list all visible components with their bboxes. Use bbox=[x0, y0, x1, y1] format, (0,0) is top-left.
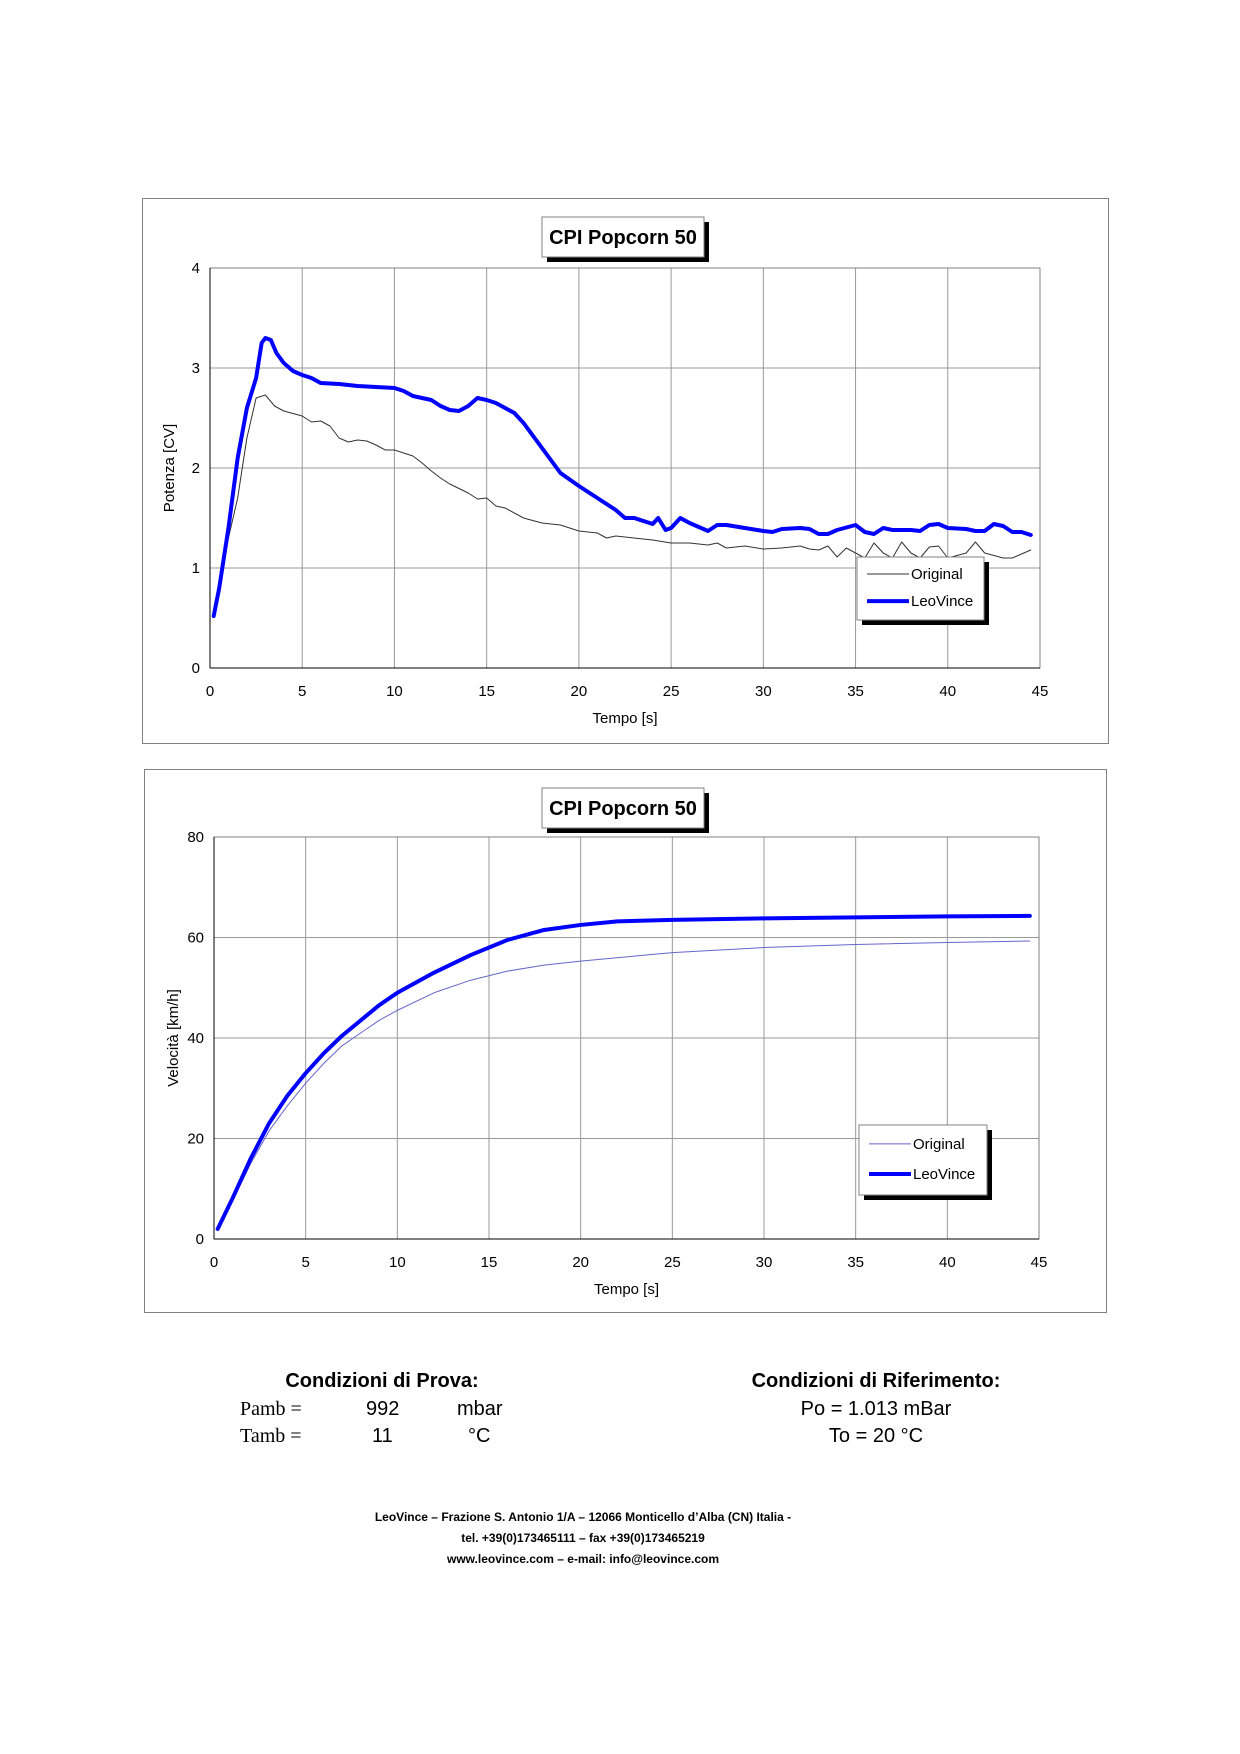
y-tick-label: 0 bbox=[196, 1231, 204, 1248]
pamb-value: 992 bbox=[366, 1398, 400, 1420]
x-tick-label: 15 bbox=[481, 1254, 498, 1271]
y-axis-label: Potenza [CV] bbox=[161, 424, 178, 512]
reference-temperature: To = 20 °C bbox=[828, 1425, 924, 1447]
y-tick-label: 2 bbox=[192, 460, 200, 477]
y-tick-label: 3 bbox=[192, 360, 200, 377]
x-tick-label: 45 bbox=[1031, 1254, 1048, 1271]
pamb-unit: mbar bbox=[457, 1398, 503, 1420]
legend-label: Original bbox=[913, 1136, 965, 1153]
footer-address: LeoVince – Frazione S. Antonio 1/A – 120… bbox=[374, 1510, 792, 1524]
power-chart: 0 5 10 15 20 25 30 35 40 45 0 1 2 3 4 Tempo [s] Potenza … bbox=[142, 198, 1109, 744]
x-tick-label: 0 bbox=[210, 1254, 218, 1271]
series-line-leovince bbox=[215, 913, 1032, 1231]
footer-phone: tel. +39(0)173465111 – fax +39(0)1734652… bbox=[461, 1531, 705, 1545]
x-tick-label: 25 bbox=[663, 683, 680, 700]
y-tick-label: 60 bbox=[187, 930, 204, 947]
y-tick-label: 0 bbox=[192, 660, 200, 677]
y-axis-label: Velocità [km/h] bbox=[165, 989, 182, 1087]
x-tick-label: 30 bbox=[756, 1254, 773, 1271]
series-line-leovince bbox=[211, 336, 1033, 618]
chart-frame bbox=[144, 769, 1107, 1313]
series-line-original bbox=[217, 940, 1031, 1230]
speed-chart: 0 5 10 15 20 25 30 35 40 45 0 20 40 60 80 Tempo [s] Velo… bbox=[144, 769, 1107, 1313]
x-tick-label: 35 bbox=[847, 1254, 864, 1271]
y-tick-label: 80 bbox=[187, 829, 204, 846]
x-tick-label: 40 bbox=[939, 683, 956, 700]
x-tick-label: 25 bbox=[664, 1254, 681, 1271]
x-tick-label: 20 bbox=[572, 1254, 589, 1271]
chart-title: CPI Popcorn 50 bbox=[549, 227, 697, 249]
tamb-unit: °C bbox=[468, 1425, 491, 1447]
footer-web: www.leovince.com – e-mail: info@leovince… bbox=[447, 1552, 719, 1566]
legend-label: Original bbox=[911, 566, 963, 583]
x-tick-label: 10 bbox=[386, 683, 403, 700]
legend-label: LeoVince bbox=[911, 593, 973, 610]
title-box bbox=[541, 787, 705, 829]
x-axis-label: Tempo [s] bbox=[592, 710, 657, 727]
x-tick-label: 5 bbox=[298, 683, 306, 700]
legend bbox=[856, 556, 985, 621]
test-conditions-title: Condizioni di Prova: bbox=[285, 1370, 479, 1392]
pamb-label: Pamb = bbox=[240, 1398, 302, 1420]
tamb-label: Tamb = bbox=[240, 1425, 302, 1447]
x-tick-label: 20 bbox=[571, 683, 588, 700]
legend bbox=[858, 1124, 988, 1196]
tamb-value: 11 bbox=[372, 1425, 393, 1447]
x-tick-label: 10 bbox=[389, 1254, 406, 1271]
series-line-original bbox=[213, 394, 1032, 617]
x-tick-label: 0 bbox=[206, 683, 214, 700]
y-tick-label: 40 bbox=[187, 1030, 204, 1047]
x-tick-label: 30 bbox=[755, 683, 772, 700]
y-tick-label: 20 bbox=[187, 1131, 204, 1148]
x-tick-label: 5 bbox=[301, 1254, 309, 1271]
title-box bbox=[541, 216, 705, 258]
reference-conditions-title: Condizioni di Riferimento: bbox=[751, 1370, 1001, 1392]
x-tick-label: 40 bbox=[939, 1254, 956, 1271]
x-tick-label: 45 bbox=[1032, 683, 1049, 700]
reference-pressure: Po = 1.013 mBar bbox=[800, 1398, 952, 1420]
chart-title: CPI Popcorn 50 bbox=[549, 798, 697, 820]
y-tick-label: 1 bbox=[192, 560, 200, 577]
x-axis-label: Tempo [s] bbox=[594, 1281, 659, 1298]
y-tick-label: 4 bbox=[192, 260, 200, 277]
chart-frame bbox=[142, 198, 1109, 744]
x-tick-label: 35 bbox=[847, 683, 864, 700]
x-tick-label: 15 bbox=[478, 683, 495, 700]
legend-label: LeoVince bbox=[913, 1166, 975, 1183]
